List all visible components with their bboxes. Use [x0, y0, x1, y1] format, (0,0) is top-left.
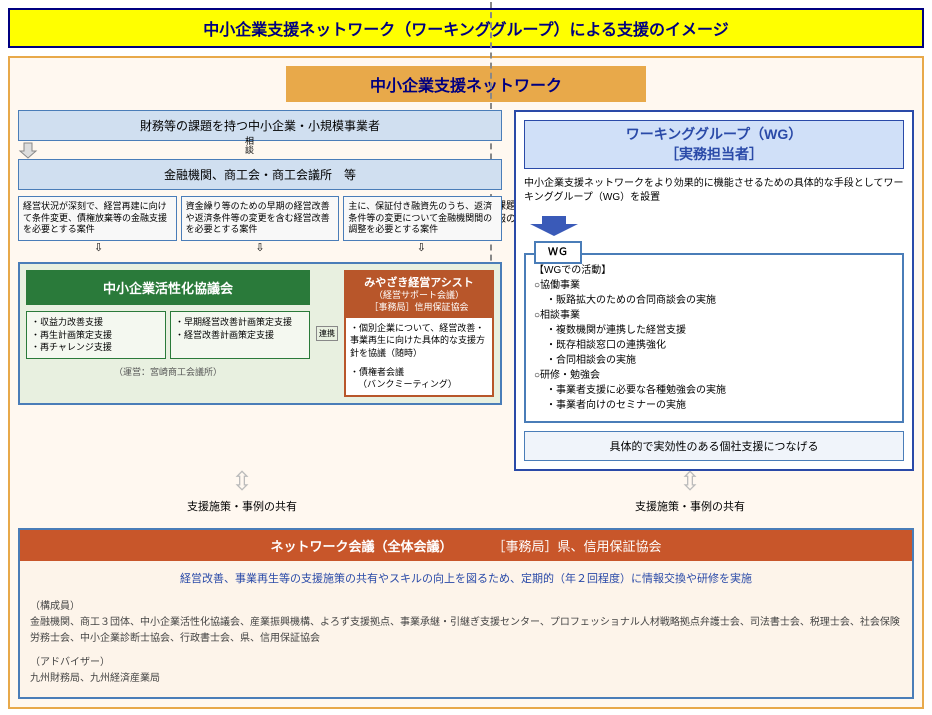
case-c: 主に、保証付き融資先のうち、返済条件等の変更について金融機関間の調整を必要とする…: [343, 196, 502, 241]
sme-box: 財務等の課題を持つ中小企業・小規模事業者: [18, 110, 502, 141]
arrow-down-icon: [18, 141, 502, 159]
fin-inst-box: 金融機関、商工会・商工会議所 等: [18, 159, 502, 190]
wg-footer: 具体的で実効性のある個社支援につなげる: [524, 431, 904, 461]
arrow-down-icon: ⇩: [94, 241, 103, 254]
nm-main-text: 経営改善、事業再生等の支援施策の共有やスキルの向上を図るため、定期的（年２回程度…: [30, 571, 902, 589]
nm-header: ネットワーク会議（全体会議） ［事務局］県、信用保証協会: [20, 530, 912, 561]
wg-arrow-icon: [524, 213, 904, 237]
network-meeting-box: ネットワーク会議（全体会議） ［事務局］県、信用保証協会 経営改善、事業再生等の…: [18, 528, 914, 699]
bidir-arrow-icon: ⇳: [18, 471, 466, 492]
case-b: 資金繰り等のための早期の経営改善や返済条件等の変更を含む経営改善を必要とする案件: [181, 196, 340, 241]
wg-tab: ＷＧ: [534, 241, 582, 264]
arrow-down-icon: ⇩: [417, 241, 426, 254]
arrows-row: ⇩ ⇩ ⇩: [18, 241, 502, 254]
share-label-left: 支援施策・事例の共有: [18, 498, 466, 514]
nm-body: 経営改善、事業再生等の支援施策の共有やスキルの向上を図るため、定期的（年２回程度…: [20, 561, 912, 697]
share-label-right: 支援施策・事例の共有: [466, 498, 914, 514]
council-right-list: ・早期経営改善計画策定支援・経営改善計画策定支援: [170, 311, 310, 359]
wg-header: ワーキンググループ（WG） ［実務担当者］: [524, 120, 904, 169]
assist-body: ・個別企業について、経営改善・事業再生に向けた具体的な支援方針を協議（随時） ・…: [346, 318, 492, 395]
assist-header: みやざき経営アシスト （経営サポート会議） ［事務局］信用保証協会: [346, 272, 492, 318]
council-assist-row: 中小企業活性化協議会 ・収益力改善支援・再生計画策定支援・再チャレンジ支援 ・早…: [18, 262, 502, 405]
right-column: ワーキンググループ（WG） ［実務担当者］ 中小企業支援ネットワークをより効果的…: [514, 110, 914, 471]
three-cases: 経営状況が深刻で、経営再建に向けて条件変更、債権放棄等の金融支援を必要とする案件…: [18, 196, 502, 241]
council-title: 中小企業活性化協議会: [26, 270, 310, 305]
wg-intro: 中小企業支援ネットワークをより効果的に機能させるための具体的な手段としてワーキン…: [524, 177, 904, 205]
consult-label: 相談: [243, 136, 256, 154]
link-label: 連携: [316, 326, 338, 341]
main-row: 財務等の課題を持つ中小企業・小規模事業者 相談 金融機関、商工会・商工会議所 等…: [18, 110, 914, 471]
main-title: 中小企業支援ネットワーク（ワーキンググループ）による支援のイメージ: [8, 8, 924, 48]
page: 中小企業支援ネットワーク（ワーキンググループ）による支援のイメージ 中小企業支援…: [0, 0, 932, 715]
council-foot: （運営：宮崎商工会議所）: [26, 365, 310, 378]
arrow-down-icon: ⇩: [255, 241, 264, 254]
left-column: 財務等の課題を持つ中小企業・小規模事業者 相談 金融機関、商工会・商工会議所 等…: [18, 110, 502, 471]
bidir-arrow-icon: ⇳: [466, 471, 914, 492]
case-a: 経営状況が深刻で、経営再建に向けて条件変更、債権放棄等の金融支援を必要とする案件: [18, 196, 177, 241]
outer-container: 中小企業支援ネットワーク ⇔ 課題・情報の共有 財務等の課題を持つ中小企業・小規…: [8, 56, 924, 709]
council-left-list: ・収益力改善支援・再生計画策定支援・再チャレンジ支援: [26, 311, 166, 359]
nm-members: （構成員） 金融機関、商工３団体、中小企業活性化協議会、産業振興機構、よろず支援…: [30, 599, 902, 687]
council-subrow: ・収益力改善支援・再生計画策定支援・再チャレンジ支援 ・早期経営改善計画策定支援…: [26, 311, 310, 359]
wg-activities: ＷＧ 【WGでの活動】 ○協働事業 ・販路拡大のための合同商談会の実施 ○相談事…: [524, 253, 904, 423]
wg-box: ワーキンググループ（WG） ［実務担当者］ 中小企業支援ネットワークをより効果的…: [514, 110, 914, 471]
share-row: ⇳ 支援施策・事例の共有 ⇳ 支援施策・事例の共有: [18, 471, 914, 520]
assist-box: みやざき経営アシスト （経営サポート会議） ［事務局］信用保証協会 ・個別企業に…: [344, 270, 494, 397]
council-box: 中小企業活性化協議会 ・収益力改善支援・再生計画策定支援・再チャレンジ支援 ・早…: [26, 270, 310, 397]
network-header: 中小企業支援ネットワーク: [286, 66, 646, 102]
